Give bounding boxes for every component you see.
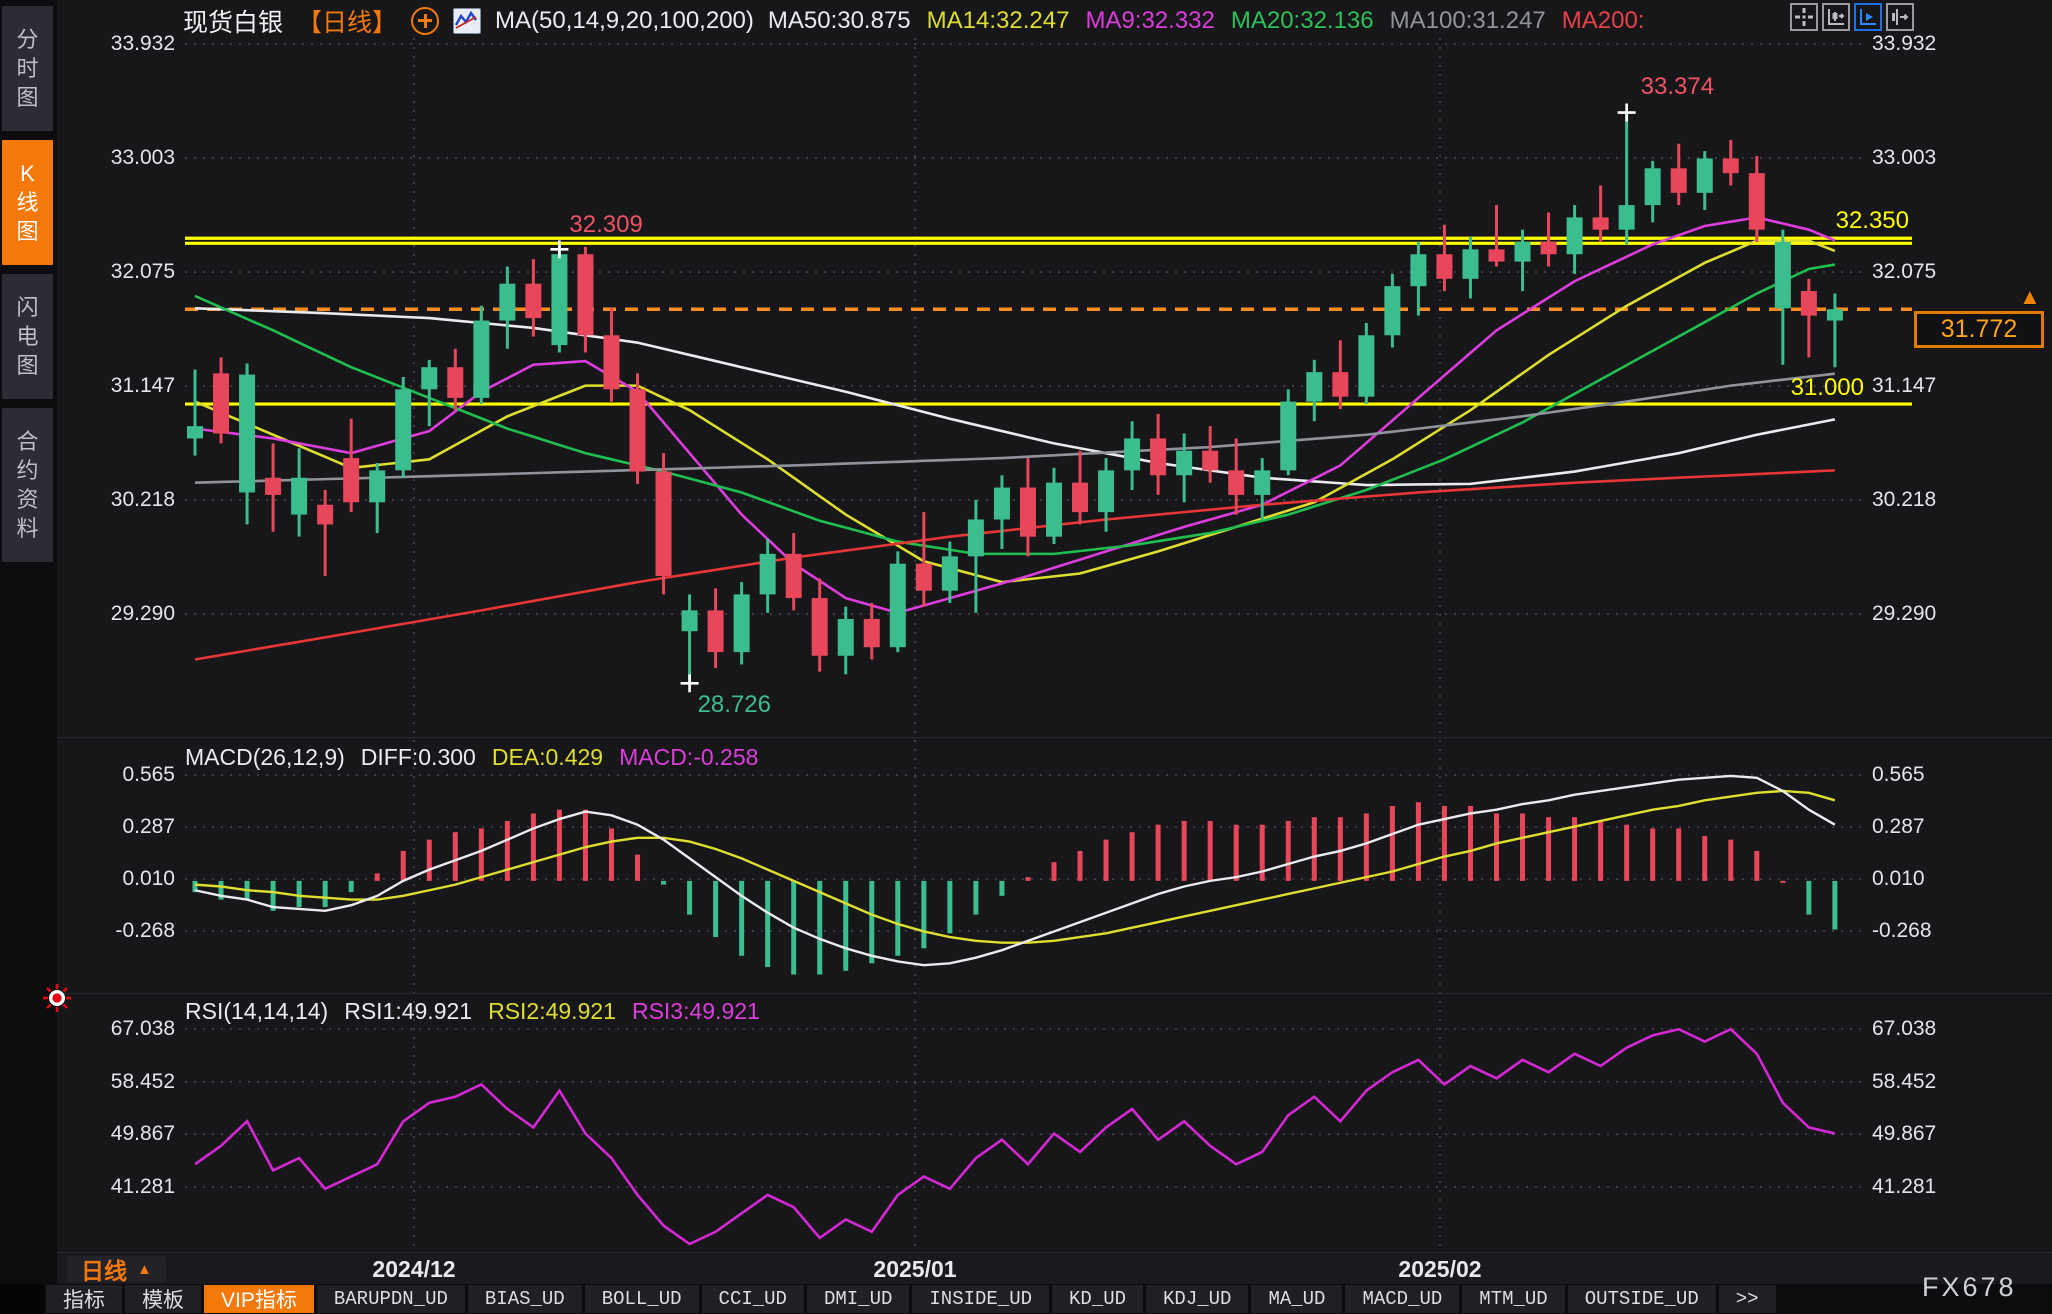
crosshair-icon[interactable] <box>1790 3 1818 31</box>
sidebar-item-char: 闪 <box>16 295 39 320</box>
ma-line-ma50 <box>194 306 1836 487</box>
indicator-tab-BARUPDN_UD[interactable]: BARUPDN_UD <box>316 1285 465 1313</box>
indicator-tabs: 指标 模板 VIP指标 BARUPDN_UD BIAS_UD BOLL_UD CCI_UD D… <box>46 1285 1776 1313</box>
sidebar-item-char: 分 <box>16 27 39 52</box>
sidebar-item-char: 图 <box>16 219 39 244</box>
macd-value: MACD:-0.258 <box>619 744 759 770</box>
ma-line-ma200 <box>194 469 1835 661</box>
sidebar-item-char: 线 <box>16 190 39 215</box>
chart-toolbar <box>1790 3 1914 31</box>
indicator-tab-BOLL_UD[interactable]: BOLL_UD <box>584 1285 699 1313</box>
rsi-header: RSI(14,14,14) RSI1:49.921 RSI2:49.921 RS… <box>185 998 760 1025</box>
ma-line-ma14 <box>194 239 1836 584</box>
sidebar-item-char: 电 <box>16 324 39 349</box>
period-selector-button[interactable]: 日线 ▲ <box>67 1256 166 1284</box>
ma-value: MA100:31.247 <box>1389 7 1546 34</box>
sidebar-item-char: 合 <box>16 429 39 454</box>
sidebar-item-char: 资 <box>16 487 39 512</box>
ma-line-ma9 <box>194 216 1836 615</box>
period-label: 日线 <box>81 1258 127 1284</box>
ma-values: MA50:30.875 MA14:32.247 MA9:32.332 MA20:32.… <box>768 7 1661 35</box>
rsi-title: RSI(14,14,14) <box>185 998 329 1024</box>
macd-dea-line <box>194 789 1836 944</box>
indicator-tab-bar: 指标 模板 VIP指标 BARUPDN_UD BIAS_UD BOLL_UD CCI_UD D… <box>0 1284 2052 1314</box>
ma-value: MA14:32.247 <box>926 7 1070 34</box>
horizontal-levels <box>185 236 1912 406</box>
ma-line-ma20 <box>194 263 1836 556</box>
indicator-tab-模板[interactable]: 模板 <box>125 1285 201 1313</box>
date-label: 2025/01 <box>873 1256 957 1282</box>
shift-chart-icon[interactable] <box>1886 3 1914 31</box>
extreme-markers <box>550 103 1636 693</box>
symbol-name: 现货白银 <box>183 9 284 37</box>
macd-header: MACD(26,12,9) DIFF:0.300 DEA:0.429 MACD:… <box>185 744 758 771</box>
macd-histogram <box>192 802 1838 975</box>
indicator-tab-CCI_UD[interactable]: CCI_UD <box>701 1285 804 1313</box>
sidebar-item-闪电图[interactable]: 闪电图 <box>2 274 53 399</box>
rsi3-value: RSI3:49.921 <box>631 998 760 1024</box>
ma-value: MA9:32.332 <box>1085 7 1215 34</box>
indicator-tab-VIP指标[interactable]: VIP指标 <box>204 1285 314 1313</box>
indicator-tab-DMI_UD[interactable]: DMI_UD <box>806 1285 910 1313</box>
ma-line-ma100 <box>194 372 1836 484</box>
period-tag: 【日线】 <box>297 9 398 37</box>
alert-sun-icon[interactable] <box>42 983 72 1013</box>
sidebar-item-char: 图 <box>16 353 39 378</box>
indicator-tab-MACD_UD[interactable]: MACD_UD <box>1345 1285 1460 1313</box>
macd-diff-value: DIFF:0.300 <box>360 744 476 770</box>
bottom-corner <box>0 1284 44 1314</box>
auto-scale-icon[interactable] <box>1854 3 1882 31</box>
indicator-tab-KD_UD[interactable]: KD_UD <box>1052 1285 1144 1313</box>
chart-area: 现货白银 【日线】 MA(50,14,9,20,100,200) MA50:30… <box>57 0 2052 1285</box>
date-label: 2024/12 <box>372 1256 456 1282</box>
date-label: 2025/02 <box>1398 1256 1482 1282</box>
macd-title: MACD(26,12,9) <box>185 744 345 770</box>
indicator-tab-KDJ_UD[interactable]: KDJ_UD <box>1146 1285 1249 1313</box>
time-axis: 日线 ▲ 2024/12 2025/01 2025/02 <box>57 1252 2052 1285</box>
gridlines <box>185 38 1862 1250</box>
indicator-tab-BIAS_UD[interactable]: BIAS_UD <box>467 1285 582 1313</box>
sidebar-item-char: K <box>20 161 35 186</box>
indicator-tab-指标[interactable]: 指标 <box>46 1285 122 1313</box>
sidebar-item-合约资料[interactable]: 合约资料 <box>2 408 53 562</box>
rsi-line <box>194 1027 1836 1246</box>
watermark: FX678 <box>1922 1272 2017 1302</box>
triangle-up-icon: ▲ <box>137 1260 152 1278</box>
more-tabs-button[interactable]: >> <box>1718 1285 1776 1313</box>
macd-dea-value: DEA:0.429 <box>491 744 604 770</box>
rsi1-value: RSI1:49.921 <box>344 998 473 1024</box>
macd-diff-line <box>194 774 1836 967</box>
rsi2-value: RSI2:49.921 <box>488 998 616 1024</box>
ma-settings-label: MA(50,14,9,20,100,200) <box>495 7 754 34</box>
sidebar-item-分时图[interactable]: 分时图 <box>2 6 53 131</box>
ma-value: MA200: <box>1561 7 1645 34</box>
chart-header: 现货白银 【日线】 MA(50,14,9,20,100,200) MA50:30… <box>183 6 1661 37</box>
ma-value: MA20:32.136 <box>1230 7 1374 34</box>
indicator-tab-MA_UD[interactable]: MA_UD <box>1251 1285 1343 1313</box>
circle-plus-icon[interactable] <box>411 7 440 35</box>
last-price-box: 31.772 <box>1914 311 2044 349</box>
chart-canvas <box>57 38 2052 1250</box>
sidebar-item-char: 时 <box>16 56 39 81</box>
sidebar-item-char: 约 <box>16 458 39 483</box>
indicator-tab-OUTSIDE_UD[interactable]: OUTSIDE_UD <box>1567 1285 1716 1313</box>
ma-value: MA50:30.875 <box>767 7 911 34</box>
axis-scale-icon[interactable] <box>1822 3 1850 31</box>
sidebar-item-char: 料 <box>16 516 39 541</box>
sidebar-item-char: 图 <box>16 85 39 110</box>
chart-type-icon[interactable] <box>453 8 482 34</box>
indicator-tab-INSIDE_UD[interactable]: INSIDE_UD <box>912 1285 1050 1313</box>
candlestick-series <box>187 112 1843 684</box>
indicator-tab-MTM_UD[interactable]: MTM_UD <box>1462 1285 1565 1313</box>
price-up-arrow-icon: ▲ <box>2019 284 2041 309</box>
